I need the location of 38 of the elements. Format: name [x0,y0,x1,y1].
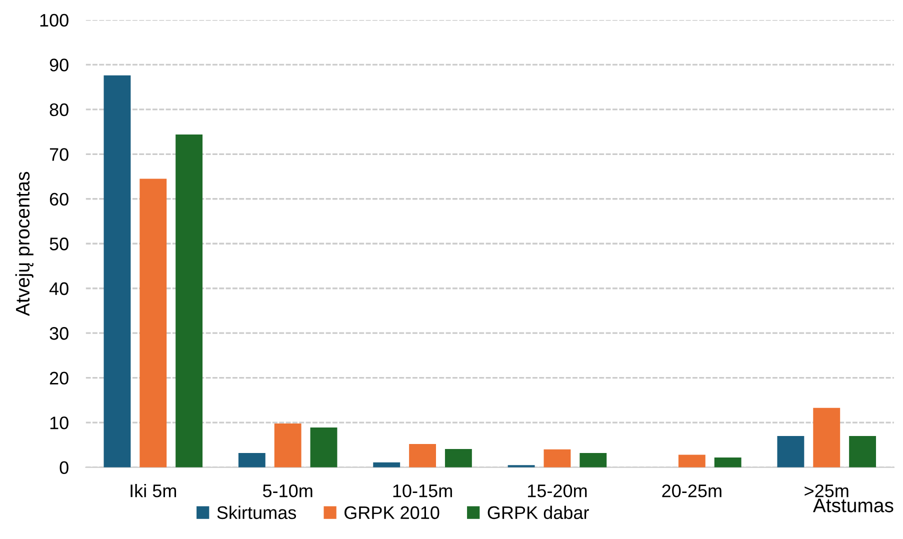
y-tick-label: 80 [50,103,68,116]
bar [104,75,131,468]
y-tick-label: 40 [49,282,68,296]
bar [849,436,876,468]
y-tick-label: 100 [40,14,68,27]
legend-label: GRPK 2010 [344,506,440,520]
bar [714,457,742,468]
x-tick-label: 5-10m [262,484,312,498]
bar [678,454,706,468]
x-tick-label: 15-20m [528,484,587,498]
legend-label: GRPK dabar [488,506,589,520]
bar [140,178,167,468]
y-tick-label: 70 [50,148,68,161]
bar [580,452,607,468]
x-axis-title: Atstumas [812,498,894,512]
bar [310,427,338,468]
y-tick-label: 20 [50,372,68,385]
bar [444,448,472,468]
y-tick-label: 60 [50,192,68,206]
bar [373,462,400,468]
bar [409,444,436,468]
y-tick-label: 50 [50,238,68,250]
bar [238,452,266,468]
x-tick-label: 10-15m [393,484,452,498]
x-tick-label: Iki 5m [130,484,176,498]
x-tick-label: 20-25m [662,484,722,498]
y-axis-title: Atvejų procentas [15,172,34,316]
legend-label: Skirtumas [217,506,296,520]
bar [813,408,840,468]
bar [777,436,804,468]
x-tick-label: >25m [804,484,848,498]
y-tick-label: 0 [60,461,68,474]
bar [176,134,203,468]
bar [274,423,302,468]
y-tick-label: 10 [50,416,68,430]
y-tick-label: 30 [50,327,68,340]
bar [544,449,571,468]
y-tick-label: 90 [50,58,68,72]
